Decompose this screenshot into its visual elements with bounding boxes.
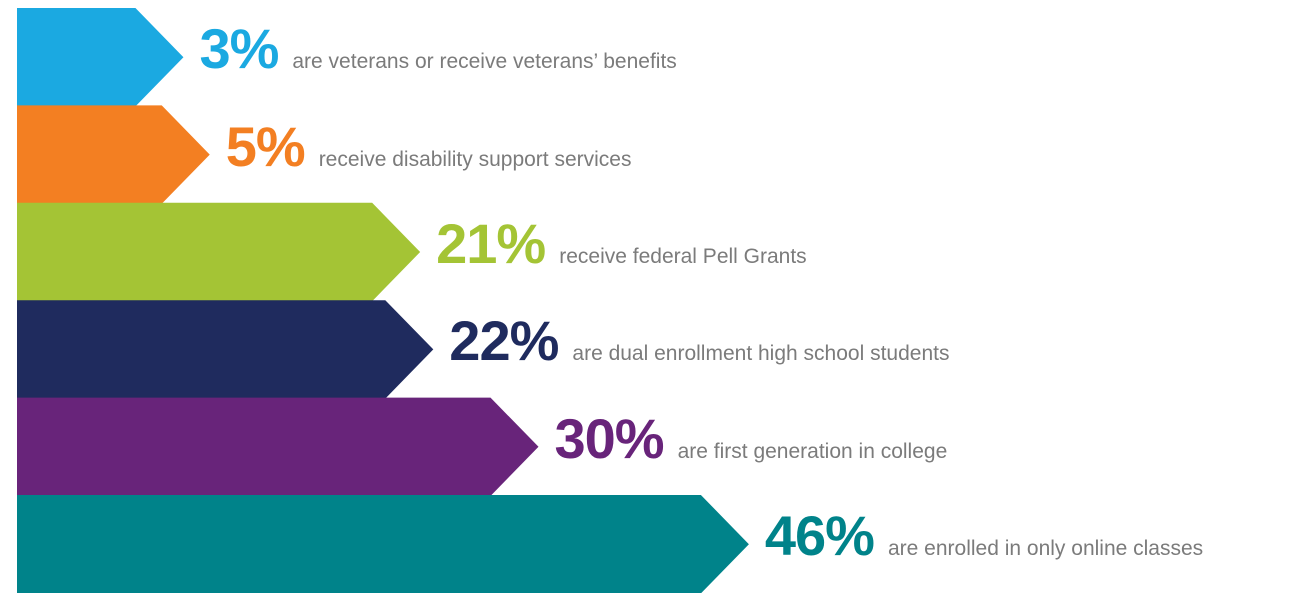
bar-label: 21% receive federal Pell Grants [436, 216, 807, 272]
chart-bar [17, 105, 210, 204]
bar-label: 30% are first generation in college [554, 406, 948, 470]
bar-description: are enrolled in only online classes [887, 537, 1204, 561]
bar-value-label: 46% [764, 504, 875, 568]
bar-label: 3% are veterans or receive veterans’ bene… [199, 21, 676, 77]
bar-value-label: 5% [225, 114, 306, 178]
bar-value-label: 21% [436, 212, 546, 275]
bar-description: are first generation in college [677, 439, 948, 463]
bar-description: are veterans or receive veterans’ benefi… [292, 50, 677, 74]
bar-value-label: 3% [199, 17, 279, 81]
chart-bar [17, 397, 539, 496]
bar-value-label: 30% [554, 406, 665, 470]
chart-bar [17, 202, 421, 302]
bar-label: 5% receive disability support services [225, 114, 632, 178]
bar-label: 22% are dual enrollment high school stude… [449, 313, 949, 369]
bar-label: 46% are enrolled in only online classes [765, 508, 1203, 564]
bar-description: receive disability support services [318, 147, 632, 171]
bar-description: are dual enrollment high school students [572, 342, 950, 366]
bar-value-label: 22% [449, 309, 559, 373]
chart-bar [17, 300, 434, 399]
chart-bar [17, 8, 184, 107]
bar-description: receive federal Pell Grants [559, 245, 807, 268]
chart-bar [17, 495, 749, 593]
